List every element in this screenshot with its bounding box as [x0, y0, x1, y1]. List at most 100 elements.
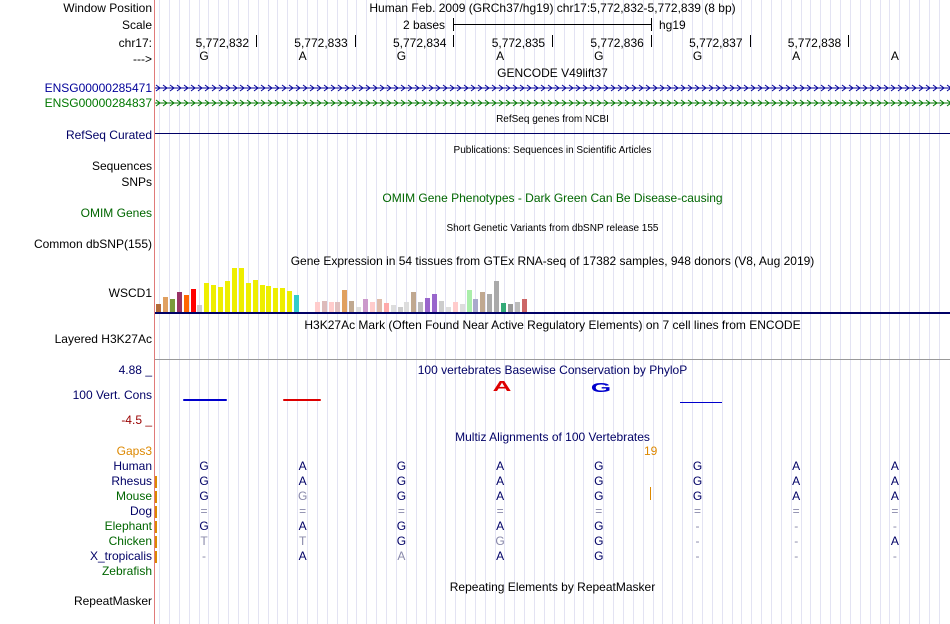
window-position-label[interactable]: Window Position — [63, 1, 152, 15]
gtex-bar[interactable] — [459, 304, 465, 312]
gtex-bar[interactable] — [231, 268, 237, 312]
gtex-bar[interactable] — [321, 301, 327, 312]
gtex-bar[interactable] — [473, 298, 479, 312]
chrom-label[interactable]: chr17: — [118, 36, 152, 50]
species-label[interactable]: X_tropicalis — [89, 549, 152, 563]
gtex-barchart[interactable] — [155, 267, 555, 312]
alignment-base: A — [397, 549, 406, 563]
repeatmasker-label[interactable]: RepeatMasker — [73, 594, 152, 608]
gtex-bar[interactable] — [314, 302, 320, 312]
gtex-bar[interactable] — [335, 302, 341, 312]
refseq-label[interactable]: RefSeq Curated — [65, 128, 152, 142]
gtex-bar[interactable] — [432, 293, 437, 312]
window-position-value: Human Feb. 2009 (GRCh37/hg19) chr17:5,77… — [369, 1, 736, 15]
gaps-label[interactable]: Gaps3 — [116, 444, 152, 458]
gtex-bar[interactable] — [418, 302, 424, 312]
gtex-bar[interactable] — [445, 306, 451, 312]
coordinate-tick — [650, 35, 652, 47]
cons-label[interactable]: 100 Vert. Cons — [72, 388, 152, 402]
gtex-bar[interactable] — [369, 302, 375, 312]
gtex-bar[interactable] — [501, 303, 506, 312]
gtex-bar[interactable] — [356, 306, 362, 312]
alignment-base: = — [792, 504, 800, 518]
gtex-bar[interactable] — [521, 298, 527, 312]
alignment-base: - — [695, 549, 700, 563]
species-label[interactable]: Rhesus — [111, 474, 152, 488]
gene-label-ensg1[interactable]: ENSG00000285471 — [44, 81, 152, 95]
cons-min-label: -4.5 _ — [121, 413, 152, 427]
alignment-base: - — [695, 534, 700, 548]
cons-logo-g: G — [590, 380, 612, 395]
gtex-bar[interactable] — [507, 304, 513, 312]
alignment-base: G — [199, 459, 209, 473]
gtex-bar[interactable] — [404, 302, 410, 312]
snps-label[interactable]: SNPs — [121, 175, 152, 189]
alignment-base: A — [298, 459, 307, 473]
gtex-bar[interactable] — [183, 295, 189, 312]
species-label[interactable]: Dog — [129, 504, 152, 518]
alignment-base: G — [298, 489, 308, 503]
sequence-base: A — [298, 49, 307, 63]
gtex-bar[interactable] — [294, 295, 299, 312]
omim-label[interactable]: OMIM Genes — [80, 206, 152, 220]
gtex-bar[interactable] — [162, 296, 168, 312]
gene-ensg2[interactable] — [155, 97, 950, 109]
gtex-bar[interactable] — [438, 301, 444, 312]
species-gap-mark — [155, 536, 157, 548]
species-gap-mark — [155, 521, 157, 533]
refseq-gene-line[interactable] — [155, 133, 950, 134]
species-label[interactable]: Human — [113, 459, 152, 473]
gtex-bar[interactable] — [342, 290, 348, 312]
gtex-bar[interactable] — [376, 298, 382, 312]
gtex-bar[interactable] — [211, 284, 217, 312]
gtex-bar[interactable] — [218, 286, 224, 312]
gtex-bar[interactable] — [390, 305, 396, 312]
gtex-bar[interactable] — [466, 290, 472, 312]
gene-label-ensg2[interactable]: ENSG00000284837 — [44, 96, 152, 110]
gtex-bar[interactable] — [480, 292, 486, 312]
species-label[interactable]: Zebrafish — [101, 564, 152, 578]
gtex-bar[interactable] — [280, 287, 286, 312]
gtex-bar[interactable] — [259, 284, 265, 312]
gtex-bar[interactable] — [266, 285, 272, 312]
gtex-bar[interactable] — [514, 302, 520, 312]
gtex-bar[interactable] — [411, 292, 417, 312]
species-label[interactable]: Elephant — [104, 519, 152, 533]
gtex-bar[interactable] — [349, 301, 355, 312]
gtex-bar[interactable] — [425, 297, 431, 312]
gtex-bar[interactable] — [287, 290, 293, 312]
gtex-bar[interactable] — [197, 305, 203, 312]
gtex-bar[interactable] — [190, 289, 196, 312]
gtex-bar[interactable] — [452, 302, 458, 312]
gtex-bar[interactable] — [204, 283, 210, 312]
gtex-bar[interactable] — [252, 280, 258, 312]
gtex-bar[interactable] — [245, 283, 251, 312]
gtex-bar[interactable] — [487, 293, 493, 312]
h3k27ac-label[interactable]: Layered H3K27Ac — [54, 332, 152, 346]
gtex-bar[interactable] — [363, 298, 368, 312]
species-label[interactable]: Mouse — [115, 489, 152, 503]
gtex-bar[interactable] — [238, 268, 244, 312]
gtex-bar[interactable] — [383, 303, 389, 312]
gtex-bar[interactable] — [156, 304, 161, 312]
gtex-bar[interactable] — [176, 292, 182, 312]
scale-label[interactable]: Scale — [121, 18, 152, 32]
dbsnp-label[interactable]: Common dbSNP(155) — [33, 237, 152, 251]
gene-ensg1[interactable] — [155, 82, 950, 94]
gtex-bar[interactable] — [273, 287, 279, 312]
data-panel[interactable]: Human Feb. 2009 (GRCh37/hg19) chr17:5,77… — [155, 0, 950, 624]
gtex-bar[interactable] — [328, 302, 334, 312]
strand-arrow-label[interactable]: ---> — [133, 52, 152, 66]
gtex-bar[interactable] — [397, 306, 403, 312]
publications-title: Publications: Sequences in Scientific Ar… — [453, 145, 652, 156]
gtex-bar[interactable] — [225, 281, 230, 312]
sequences-label[interactable]: Sequences — [91, 159, 152, 173]
gtex-bar[interactable] — [169, 298, 175, 312]
alignment-base: - — [794, 549, 799, 563]
gaps-value: 19 — [644, 444, 658, 458]
coordinate-label: 5,772,838 — [787, 36, 842, 50]
gtex-label[interactable]: WSCD1 — [108, 286, 152, 300]
gtex-bar[interactable] — [494, 281, 500, 312]
species-label[interactable]: Chicken — [108, 534, 152, 548]
h3k27ac-baseline — [155, 359, 950, 360]
